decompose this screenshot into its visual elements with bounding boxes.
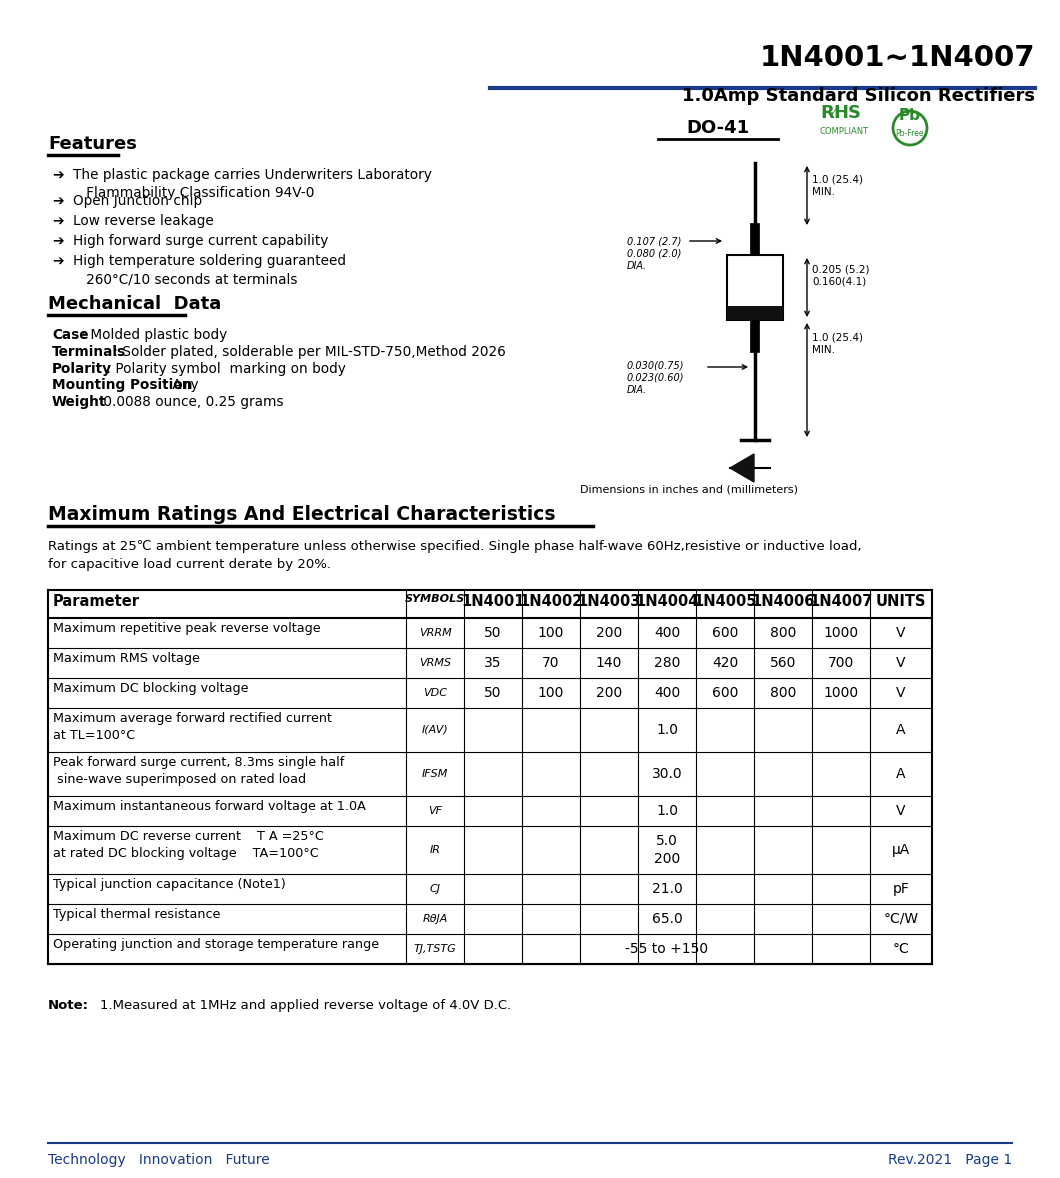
Text: 600: 600 [712,686,738,700]
Text: 200: 200 [596,626,622,640]
Text: Rev.2021   Page 1: Rev.2021 Page 1 [888,1153,1012,1167]
Text: Technology   Innovation   Future: Technology Innovation Future [48,1153,269,1167]
Text: 800: 800 [770,626,796,640]
Text: 0.205 (5.2)
0.160(4.1): 0.205 (5.2) 0.160(4.1) [812,264,869,286]
Text: ➔: ➔ [52,234,64,249]
Text: V: V [897,656,905,670]
Text: COMPLIANT: COMPLIANT [820,127,869,135]
Text: 35: 35 [484,656,501,670]
Text: 1N4002: 1N4002 [519,594,583,609]
Text: 1000: 1000 [824,626,859,640]
Text: ➔: ➔ [52,254,64,269]
Text: Parameter: Parameter [53,594,140,609]
Text: 700: 700 [828,656,854,670]
Text: °C/W: °C/W [883,912,919,926]
Text: 100: 100 [537,686,564,700]
Text: Maximum average forward rectified current
at TL=100°C: Maximum average forward rectified curren… [53,712,332,742]
Text: Case: Case [52,327,88,342]
Text: IR: IR [429,845,441,855]
Text: Terminals: Terminals [52,345,126,359]
Text: ➔: ➔ [52,168,64,181]
Text: 0.030(0.75)
0.023(0.60)
DIA.: 0.030(0.75) 0.023(0.60) DIA. [628,360,685,395]
Text: VDC: VDC [423,688,447,699]
Text: 1N4004: 1N4004 [635,594,699,609]
Text: : Solder plated, solderable per MIL-STD-750,Method 2026: : Solder plated, solderable per MIL-STD-… [109,345,506,359]
Text: 100: 100 [537,626,564,640]
Text: V: V [897,805,905,818]
Text: ✓: ✓ [830,107,838,117]
Text: 1.0 (25.4)
MIN.: 1.0 (25.4) MIN. [812,176,863,198]
Text: V: V [897,686,905,700]
Text: R: R [820,104,834,123]
Text: Features: Features [48,135,137,153]
Text: The plastic package carries Underwriters Laboratory
   Flammability Classificati: The plastic package carries Underwriters… [73,168,431,200]
Text: A: A [897,767,905,781]
Text: 200: 200 [596,686,622,700]
Text: VRRM: VRRM [419,628,452,638]
Text: 1000: 1000 [824,686,859,700]
Text: Dimensions in inches and (millimeters): Dimensions in inches and (millimeters) [580,484,798,494]
Text: : Any: : Any [159,378,198,392]
Text: 1.0Amp Standard Silicon Rectifiers: 1.0Amp Standard Silicon Rectifiers [682,87,1035,105]
Text: IFSM: IFSM [422,769,448,779]
Text: 70: 70 [543,656,560,670]
Text: 1N4001: 1N4001 [461,594,525,609]
Text: Pb: Pb [899,108,921,123]
Text: 5.0
200: 5.0 200 [654,834,681,866]
Text: VRMS: VRMS [419,659,452,668]
Text: 1N4007: 1N4007 [810,594,872,609]
Text: Operating junction and storage temperature range: Operating junction and storage temperatu… [53,938,379,951]
Text: 65.0: 65.0 [652,912,683,926]
Text: CJ: CJ [429,884,441,894]
Text: Low reverse leakage: Low reverse leakage [73,214,214,229]
Text: Maximum RMS voltage: Maximum RMS voltage [53,651,200,666]
Text: 0.107 (2.7)
0.080 (2.0)
DIA.: 0.107 (2.7) 0.080 (2.0) DIA. [628,236,682,271]
Text: : 0.0088 ounce, 0.25 grams: : 0.0088 ounce, 0.25 grams [90,395,283,409]
Text: 280: 280 [654,656,681,670]
Text: I(AV): I(AV) [422,724,448,735]
Text: 400: 400 [654,626,681,640]
Text: pF: pF [893,882,909,896]
Text: ➔: ➔ [52,194,64,209]
Text: 420: 420 [712,656,738,670]
Text: 560: 560 [770,656,796,670]
Polygon shape [730,454,754,482]
Text: SYMBOLS: SYMBOLS [405,594,465,604]
Text: Peak forward surge current, 8.3ms single half
 sine-wave superimposed on rated l: Peak forward surge current, 8.3ms single… [53,756,344,786]
Text: 1N4003: 1N4003 [578,594,640,609]
Text: Polarity: Polarity [52,362,112,376]
Text: 400: 400 [654,686,681,700]
Text: HS: HS [833,104,861,123]
Text: Maximum DC reverse current    T A =25°C
at rated DC blocking voltage    TA=100°C: Maximum DC reverse current T A =25°C at … [53,830,324,860]
Text: -55 to +150: -55 to +150 [625,942,708,957]
Text: : Molded plastic body: : Molded plastic body [77,327,228,342]
Bar [727,254,783,320]
Text: 140: 140 [596,656,622,670]
Text: UNITS: UNITS [876,594,926,609]
Text: Maximum instantaneous forward voltage at 1.0A: Maximum instantaneous forward voltage at… [53,800,366,813]
Text: RθJA: RθJA [422,914,447,924]
Text: Maximum repetitive peak reverse voltage: Maximum repetitive peak reverse voltage [53,622,320,635]
Text: 50: 50 [484,686,501,700]
Text: Maximum DC blocking voltage: Maximum DC blocking voltage [53,682,248,695]
Text: Mechanical  Data: Mechanical Data [48,294,222,313]
Text: 1N4001~1N4007: 1N4001~1N4007 [759,44,1035,72]
Bar [727,306,783,320]
Text: Ratings at 25℃ ambient temperature unless otherwise specified. Single phase half: Ratings at 25℃ ambient temperature unles… [48,540,862,571]
Text: Weight: Weight [52,395,106,409]
Text: 1N4006: 1N4006 [752,594,815,609]
Text: DO-41: DO-41 [687,119,749,137]
Text: 600: 600 [712,626,738,640]
Text: 30.0: 30.0 [652,767,683,781]
Text: High forward surge current capability: High forward surge current capability [73,234,329,249]
Text: Note:: Note: [48,999,89,1012]
Text: 21.0: 21.0 [652,882,683,896]
Text: Mounting Position: Mounting Position [52,378,193,392]
Text: μA: μA [891,843,911,858]
Text: Open Junction chip: Open Junction chip [73,194,202,209]
Text: ➔: ➔ [52,214,64,229]
Text: Typical thermal resistance: Typical thermal resistance [53,908,220,921]
Text: °C: °C [893,942,909,957]
Text: VF: VF [428,806,442,816]
Text: Typical junction capacitance (Note1): Typical junction capacitance (Note1) [53,878,286,891]
